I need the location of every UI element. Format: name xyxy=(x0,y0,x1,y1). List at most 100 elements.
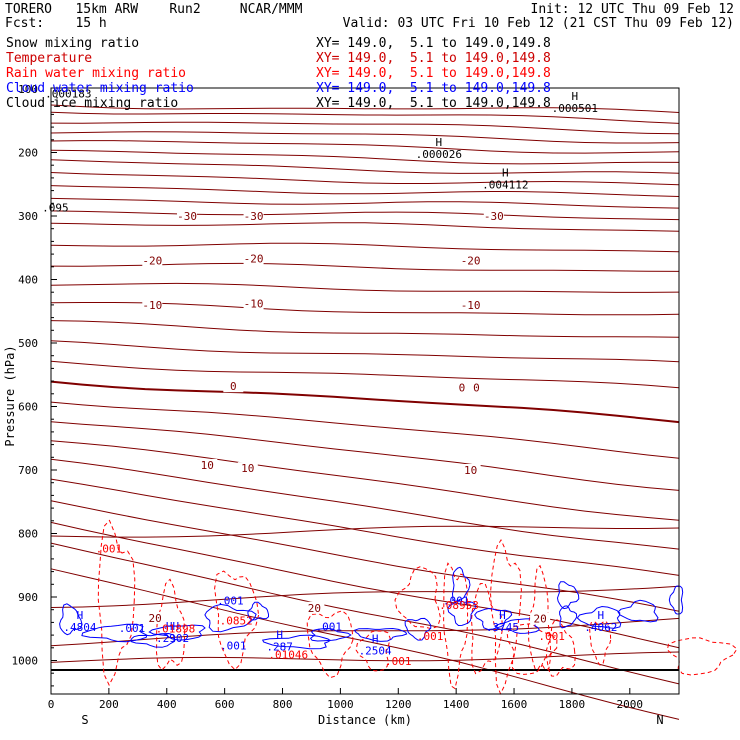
temperature-contour xyxy=(50,525,680,538)
temperature-contour xyxy=(50,478,680,576)
temperature-label: 0 xyxy=(230,380,237,393)
y-tick-label: 400 xyxy=(18,274,38,287)
legend-name: Temperature xyxy=(6,51,93,66)
y-tick-label: 500 xyxy=(18,337,38,350)
contour-value-label: .000183 xyxy=(45,87,91,100)
rain-contour xyxy=(394,566,442,630)
cloud-water-contour xyxy=(451,566,471,603)
temperature-contour xyxy=(50,111,680,124)
label-mask xyxy=(466,381,487,394)
cloud-water-contour xyxy=(261,634,332,650)
high-marker: H xyxy=(502,167,509,180)
axes-layer: 0 200 400 600 800 1000 1200 1400 1600 1800 2000100… xyxy=(3,83,664,727)
south-label: S xyxy=(81,713,88,727)
rain-contour xyxy=(97,519,136,687)
cloud-water-contour xyxy=(130,632,176,648)
temperature-label: -30 xyxy=(244,210,264,223)
valid-time: Valid: 03 UTC Fri 10 Feb 12 (21 CST Thu … xyxy=(342,16,734,31)
temperature-label: -20 xyxy=(461,254,481,267)
contour-value-label: .01898 xyxy=(156,623,196,636)
temperature-contour xyxy=(50,360,680,389)
cloud-water-contour xyxy=(556,581,580,610)
label-mask xyxy=(243,210,264,222)
cloud-water-contour xyxy=(447,600,476,627)
label-mask xyxy=(460,298,481,311)
temperature-contour xyxy=(50,172,680,186)
legend-range: XY= 149.0, 5.1 to 149.0,149.8 xyxy=(316,81,551,96)
temperature-contour xyxy=(50,500,680,612)
x-tick-label: 1800 xyxy=(559,698,586,711)
high-value: .287 xyxy=(266,640,293,653)
temperature-label: 0 xyxy=(473,381,480,394)
cloud-water-contour xyxy=(204,603,257,633)
cloud-water-contour xyxy=(559,605,578,629)
contour-value-label: .001 xyxy=(385,655,412,668)
model-title: TORERO 15km ARW Run2 NCAR/MMM xyxy=(5,2,303,17)
temperature-contour xyxy=(50,401,680,459)
cloud-water-contour xyxy=(668,585,684,615)
x-tick-label: 800 xyxy=(273,698,293,711)
legend-range: XY= 149.0, 5.1 to 149.0,149.8 xyxy=(316,96,551,111)
contour-value-label: .001 xyxy=(316,621,343,634)
y-tick-label: 900 xyxy=(18,591,38,604)
high-value: .004112 xyxy=(482,179,528,192)
cloud-water-contour xyxy=(474,607,513,631)
legend-name: Cloud ice mixing ratio xyxy=(6,96,179,111)
high-value: .3745 xyxy=(486,621,519,634)
temperature-contour xyxy=(50,210,680,221)
temperature-contour xyxy=(50,242,680,253)
y-tick-label: 600 xyxy=(18,401,38,414)
north-label: N xyxy=(656,713,663,727)
temperature-contour xyxy=(50,340,680,363)
high-value: .2504 xyxy=(359,645,392,658)
temperature-contour xyxy=(50,651,680,663)
cloud-water-contour xyxy=(353,627,408,642)
y-tick-label: 700 xyxy=(18,464,38,477)
rain-contour xyxy=(155,578,186,671)
y-axis-label: Pressure (hPa) xyxy=(3,345,17,446)
cloud-water-contour xyxy=(617,599,659,623)
init-time: Init: 12 UTC Thu 09 Feb 12 xyxy=(530,2,735,17)
cloud-water-contour xyxy=(576,605,622,629)
temperature-label: 20 xyxy=(149,612,162,625)
temperature-label: -20 xyxy=(244,253,264,266)
contour-value-label: .001 xyxy=(217,595,244,608)
label-layer: -30 -30 -30-20 -20 -20-10 -10 -100 0 010 10 102020… xyxy=(42,87,617,668)
rain-contour xyxy=(214,570,260,671)
forecast-hour: Fcst: 15 h xyxy=(5,16,107,31)
high-value: .000026 xyxy=(416,148,462,161)
y-tick-label: 200 xyxy=(18,147,38,160)
legend-name: Rain water mixing ratio xyxy=(6,66,187,81)
temperature-contour xyxy=(50,542,680,685)
label-mask xyxy=(460,254,481,267)
temperature-contour xyxy=(50,140,680,154)
rain-contour xyxy=(470,582,503,675)
temperature-contour xyxy=(50,222,680,232)
label-mask xyxy=(223,380,244,393)
temperature-contour xyxy=(50,185,680,197)
high-marker: H xyxy=(499,609,506,622)
high-marker: H xyxy=(276,628,283,641)
x-tick-label: 600 xyxy=(215,698,235,711)
label-mask xyxy=(142,298,163,311)
label-mask xyxy=(304,601,325,614)
high-marker: HH xyxy=(166,620,179,633)
contour-value-label: .001 xyxy=(96,543,123,556)
temperature-contour xyxy=(50,159,680,174)
cloud-water-contour xyxy=(404,617,432,641)
y-tick-label: 100 xyxy=(18,83,38,96)
x-axis-label: Distance (km) xyxy=(318,713,412,727)
contour-value-label: .001 xyxy=(119,622,146,635)
rain-contour xyxy=(489,538,522,695)
contour-value-label: .08953 xyxy=(439,599,479,612)
legend-range: XY= 149.0, 5.1 to 149.0,149.8 xyxy=(316,66,551,81)
contour-value-label: .095 xyxy=(42,202,69,215)
temperature-contour xyxy=(50,104,680,113)
x-tick-label: 400 xyxy=(157,698,177,711)
temperature-label: -10 xyxy=(244,298,264,311)
contour-value-label: .0852 xyxy=(220,614,253,627)
rain-contour xyxy=(443,562,469,690)
temperature-contour xyxy=(50,585,680,608)
label-mask xyxy=(177,210,198,222)
